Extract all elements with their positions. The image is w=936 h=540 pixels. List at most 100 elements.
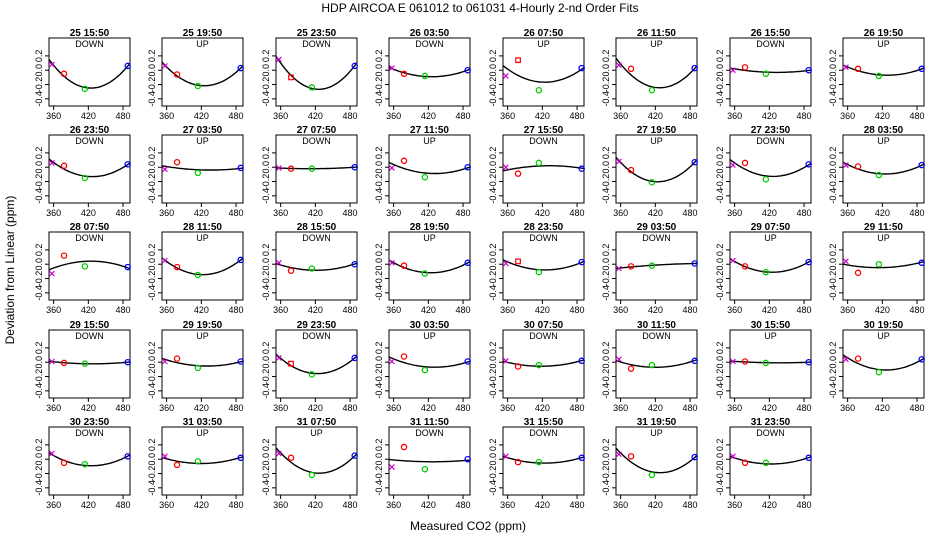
- point-stroke: [729, 453, 736, 460]
- x-tick-label: 420: [875, 111, 890, 121]
- x-tick-label: 480: [343, 208, 358, 218]
- x-tick-label: 480: [797, 500, 812, 510]
- point-stroke: [615, 265, 622, 272]
- panel-direction: DOWN: [529, 136, 558, 146]
- panel-frame: [502, 37, 585, 107]
- fit-curve: [615, 156, 698, 183]
- y-tick-label: -0.2: [261, 271, 271, 287]
- data-point: [288, 360, 294, 367]
- data-point: [421, 465, 429, 473]
- x-tick-label: 360: [840, 208, 855, 218]
- panel-frame: [388, 329, 471, 399]
- data-point: [842, 162, 849, 168]
- x-tick-label: 360: [273, 500, 288, 510]
- x-tick-label: 480: [683, 111, 698, 121]
- panel-title: 28 23:50: [524, 222, 564, 233]
- x-tick-label: 360: [613, 403, 628, 413]
- panel-direction: UP: [196, 39, 209, 49]
- y-tick-label: 0.0: [34, 356, 44, 369]
- y-tick-label: 0.0: [488, 258, 498, 271]
- y-tick-label: 0.2: [374, 244, 384, 257]
- y-tick-label: 0.0: [488, 356, 498, 369]
- y-tick-label: 0.2: [601, 50, 611, 63]
- data-point: [691, 453, 698, 461]
- x-tick-label: 480: [229, 208, 244, 218]
- point-stroke: [388, 65, 395, 71]
- panel-title: 28 19:50: [410, 222, 450, 233]
- data-point: [81, 460, 89, 468]
- y-tick-label: -0.2: [601, 174, 611, 190]
- y-tick-label: 0.0: [374, 64, 384, 77]
- y-tick-label: -0.2: [261, 369, 271, 385]
- data-point: [48, 358, 55, 365]
- fit-curve: [729, 360, 812, 364]
- panel-title: 27 19:50: [637, 125, 677, 136]
- panel-frame: [615, 426, 698, 496]
- data-point: [741, 263, 749, 270]
- panel-title: 27 11:50: [410, 125, 449, 136]
- x-tick-label: 480: [229, 305, 244, 315]
- data-point: [194, 169, 202, 177]
- y-tick-label: 0.2: [261, 147, 271, 160]
- fit-curve: [275, 262, 358, 272]
- y-tick-label: 0.2: [601, 244, 611, 257]
- x-tick-label: 480: [229, 111, 244, 121]
- panel-title: 29 23:50: [297, 320, 337, 331]
- fit-curve: [275, 353, 358, 375]
- panel-frame: [161, 329, 244, 399]
- y-tick-label: -0.2: [374, 466, 384, 482]
- y-tick-label: 0.2: [488, 342, 498, 355]
- x-tick-label: 420: [194, 500, 209, 510]
- panel-direction: UP: [877, 136, 890, 146]
- y-tick-label: -0.4: [374, 480, 384, 496]
- data-point: [400, 157, 408, 165]
- panel-title: 26 19:50: [864, 28, 904, 39]
- data-point: [421, 270, 429, 277]
- data-point: [81, 360, 89, 367]
- data-point: [173, 263, 181, 271]
- panel-direction: UP: [196, 331, 209, 341]
- point-stroke: [615, 356, 622, 363]
- point-stroke: [502, 73, 509, 79]
- data-point: [502, 453, 509, 460]
- panel-direction: DOWN: [302, 233, 331, 243]
- x-tick-label: 420: [81, 111, 96, 121]
- panel-frame: [502, 231, 585, 301]
- y-tick-label: -0.2: [261, 174, 271, 190]
- y-tick-label: -0.2: [34, 77, 44, 93]
- y-tick-label: 0.0: [715, 258, 725, 271]
- point-stroke: [729, 358, 736, 365]
- panel-frame: [729, 426, 812, 496]
- panel-frame: [842, 329, 925, 399]
- panel-direction: DOWN: [75, 233, 104, 243]
- x-tick-label: 360: [840, 403, 855, 413]
- panel-direction: UP: [650, 39, 663, 49]
- fit-curve: [161, 257, 244, 276]
- fit-curve: [275, 166, 358, 170]
- y-tick-label: 0.0: [261, 64, 271, 77]
- y-tick-label: -0.4: [374, 91, 384, 107]
- y-tick-label: 0.0: [488, 161, 498, 174]
- y-tick-label: 0.2: [715, 342, 725, 355]
- x-tick-label: 360: [46, 305, 61, 315]
- y-tick-label: 0.0: [715, 356, 725, 369]
- panel-direction: UP: [877, 233, 890, 243]
- data-point: [237, 164, 244, 172]
- panel-direction: UP: [650, 136, 663, 146]
- panel-direction: DOWN: [75, 136, 104, 146]
- y-tick-label: -0.4: [488, 91, 498, 107]
- x-tick-label: 360: [386, 111, 401, 121]
- fit-curve: [48, 58, 131, 89]
- y-tick-label: -0.4: [601, 383, 611, 399]
- x-tick-label: 420: [308, 305, 323, 315]
- y-tick-label: 0.0: [601, 161, 611, 174]
- x-tick-label: 420: [194, 208, 209, 218]
- x-tick-label: 420: [762, 305, 777, 315]
